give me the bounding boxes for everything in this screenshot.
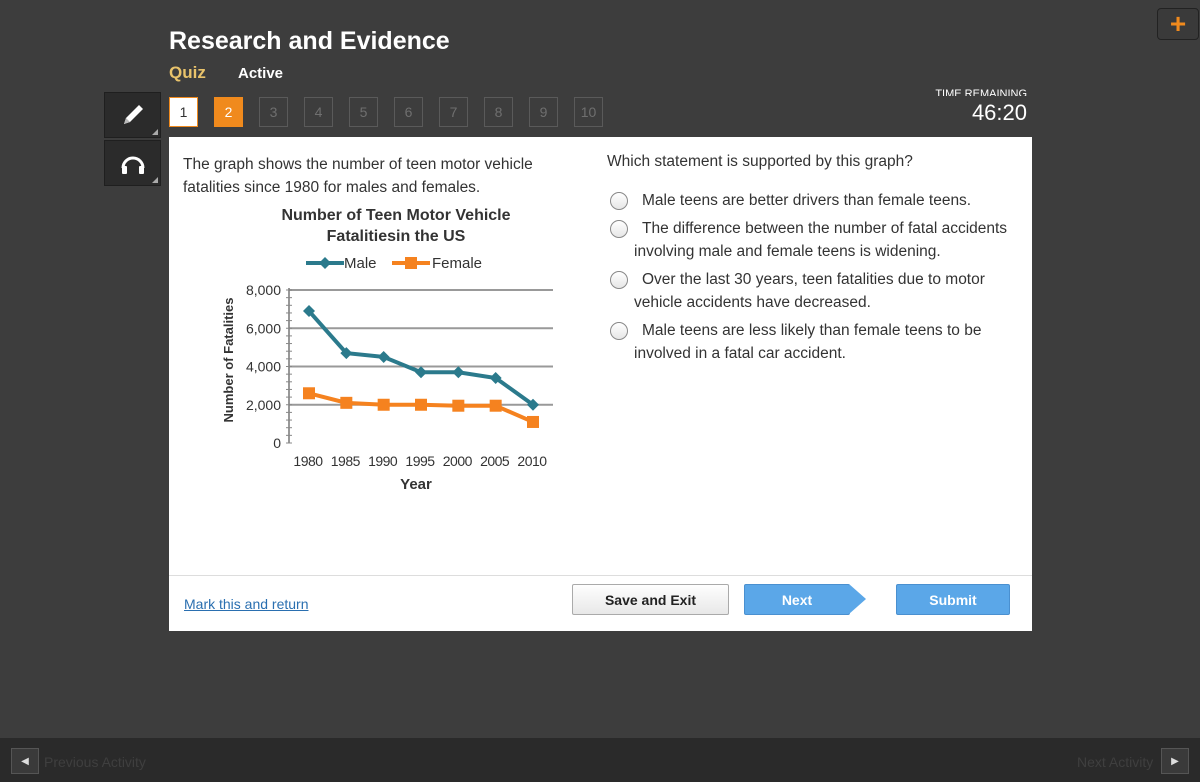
y-tick-label: 4,000 <box>246 359 281 375</box>
footer-divider <box>169 575 1032 576</box>
question-prompt: The graph shows the number of teen motor… <box>183 156 533 196</box>
x-tick-labels: 1980 1985 1990 1995 2000 2005 2010 <box>293 453 547 469</box>
x-tick-label: 1985 <box>331 453 361 469</box>
answer-option-text: Male teens are better drivers than femal… <box>642 192 972 209</box>
radio-button[interactable] <box>610 220 628 238</box>
previous-activity-button[interactable]: ◀ <box>11 748 39 774</box>
question-stem: Which statement is supported by this gra… <box>607 153 913 170</box>
data-point-female <box>489 399 502 412</box>
question-nav-1[interactable]: 1 <box>169 97 198 127</box>
x-tick-label: 2000 <box>443 453 473 469</box>
add-button[interactable]: + <box>1157 8 1199 40</box>
x-tick-label: 1990 <box>368 453 398 469</box>
question-nav-10[interactable]: 10 <box>574 97 603 127</box>
pencil-tool-button[interactable] <box>104 92 161 138</box>
radio-button[interactable] <box>610 322 628 340</box>
data-point-female <box>340 396 353 409</box>
answer-option-2[interactable]: The difference between the number of fat… <box>610 217 1010 263</box>
data-point-male <box>489 371 502 384</box>
question-nav-2[interactable]: 2 <box>214 97 243 127</box>
x-tick-label: 1995 <box>405 453 435 469</box>
data-point-female <box>527 415 539 428</box>
data-point-male <box>452 366 465 379</box>
legend-marker-male <box>319 257 331 269</box>
mark-and-return-link[interactable]: Mark this and return <box>184 596 309 612</box>
status-label: Active <box>238 65 284 82</box>
dropdown-corner <box>152 129 158 135</box>
x-tick-label: 2010 <box>517 453 547 469</box>
dropdown-corner <box>152 177 158 183</box>
answer-option-3[interactable]: Over the last 30 years, teen fatalities … <box>610 268 1010 314</box>
data-point-male <box>527 398 539 411</box>
chart-legend: Male Female <box>306 255 482 272</box>
page-title: Research and Evidence <box>169 27 450 55</box>
x-tick-label: 2005 <box>480 453 510 469</box>
answer-option-4[interactable]: Male teens are less likely than female t… <box>610 319 1010 365</box>
question-nav-7[interactable]: 7 <box>439 97 468 127</box>
legend-label-male: Male <box>344 255 377 272</box>
answer-option-text: Male teens are less likely than female t… <box>634 322 982 362</box>
time-remaining-value: 46:20 <box>971 100 1027 125</box>
y-axis-label: Number of Fatalities <box>221 298 236 423</box>
answer-option-text: Over the last 30 years, teen fatalities … <box>634 271 985 311</box>
next-button-arrow[interactable] <box>849 584 866 614</box>
radio-button[interactable] <box>610 271 628 289</box>
x-axis-label: Year <box>400 476 432 493</box>
next-button[interactable]: Next <box>744 584 850 615</box>
data-point-female <box>377 398 390 411</box>
next-activity-label[interactable]: Next Activity <box>1077 754 1154 770</box>
submit-button[interactable]: Submit <box>896 584 1010 615</box>
legend-label-female: Female <box>432 255 482 272</box>
chart-series <box>303 305 539 428</box>
y-tick-label: 6,000 <box>246 320 281 336</box>
y-tick-label: 2,000 <box>246 397 281 413</box>
chart-title-line1: Number of Teen Motor Vehicle <box>281 207 510 224</box>
question-nav-9[interactable]: 9 <box>529 97 558 127</box>
data-point-female <box>303 387 315 400</box>
y-tick-labels: 0 2,000 4,000 6,000 8,000 <box>246 282 281 451</box>
series-line-male <box>307 309 535 407</box>
y-tick-label: 8,000 <box>246 282 281 298</box>
previous-activity-label[interactable]: Previous Activity <box>44 754 146 770</box>
pencil-icon <box>123 105 143 124</box>
activity-nav-bar: ◀ Previous Activity Next Activity ▶ <box>0 738 1200 782</box>
data-point-male <box>377 350 390 363</box>
answer-option-1[interactable]: Male teens are better drivers than femal… <box>610 189 1010 212</box>
save-and-exit-button[interactable]: Save and Exit <box>572 584 729 615</box>
data-point-male <box>340 347 353 360</box>
x-tick-label: 1980 <box>293 453 323 469</box>
time-remaining-label: TIME REMAINING <box>935 88 1027 96</box>
question-panel: The graph shows the number of teen motor… <box>169 137 1032 631</box>
data-point-female <box>415 398 427 411</box>
data-point-male <box>415 366 427 379</box>
plus-icon: + <box>1169 8 1187 39</box>
radio-button[interactable] <box>610 192 628 210</box>
data-point-female <box>452 399 465 412</box>
question-nav-4[interactable]: 4 <box>304 97 333 127</box>
chart-title-line2: Fatalitiesin the US <box>327 228 466 245</box>
question-nav-3[interactable]: 3 <box>259 97 288 127</box>
headphones-tool-button[interactable] <box>104 140 161 186</box>
answer-option-text: The difference between the number of fat… <box>634 220 1008 260</box>
quiz-label: Quiz <box>169 63 206 82</box>
answer-options: Male teens are better drivers than femal… <box>610 189 1010 370</box>
chevron-left-icon: ◀ <box>21 755 29 767</box>
fatalities-chart: Number of Teen Motor Vehicle Fatalitiesi… <box>221 207 553 493</box>
question-nav-8[interactable]: 8 <box>484 97 513 127</box>
chart-grid <box>286 288 553 444</box>
question-navigator: 1 2 3 4 5 6 7 8 9 10 <box>169 97 619 127</box>
question-nav-5[interactable]: 5 <box>349 97 378 127</box>
headphones-icon <box>121 156 144 174</box>
question-nav-6[interactable]: 6 <box>394 97 423 127</box>
chevron-right-icon: ▶ <box>1171 755 1179 767</box>
next-activity-button[interactable]: ▶ <box>1161 748 1189 774</box>
legend-marker-female <box>405 257 417 269</box>
data-point-male <box>303 305 315 318</box>
y-tick-label: 0 <box>273 435 281 451</box>
tool-panel <box>104 92 161 188</box>
